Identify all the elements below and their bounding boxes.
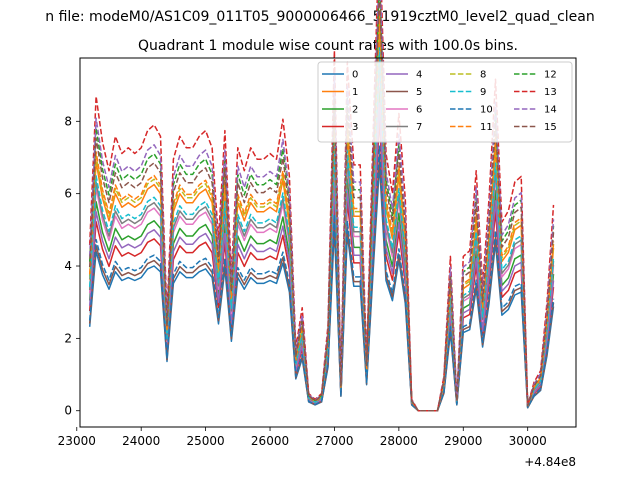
x-tick-label: 28000: [380, 434, 418, 448]
series-line-11: [88, 10, 555, 412]
x-tick-label: 23000: [58, 434, 96, 448]
x-tick-label: 26000: [251, 434, 289, 448]
series-line-10: [88, 145, 555, 412]
x-tick-label: 24000: [122, 434, 160, 448]
legend-label-11: 11: [480, 122, 493, 133]
legend-label-6: 6: [416, 105, 422, 116]
legend-label-8: 8: [480, 70, 486, 81]
legend-label-9: 9: [480, 87, 486, 98]
series-line-15: [88, 0, 555, 412]
chart-title: Quadrant 1 module wise count rates with …: [138, 38, 518, 54]
x-tick-label: 30000: [509, 434, 547, 448]
legend-label-5: 5: [416, 87, 422, 98]
legend-label-15: 15: [544, 122, 557, 133]
legend-label-2: 2: [352, 105, 358, 116]
y-tick-label: 0: [64, 404, 72, 418]
x-tick-label: 29000: [444, 434, 482, 448]
legend-label-10: 10: [480, 105, 493, 116]
plot-area: [88, 0, 555, 412]
legend-label-1: 1: [352, 87, 358, 98]
figure-suptitle: n file: modeM0/AS1C09_011T05_9000006466_…: [45, 9, 594, 25]
y-tick-label: 2: [64, 331, 72, 345]
x-offset-label: +4.84e8: [524, 455, 576, 469]
legend-box: [317, 61, 573, 143]
legend-label-3: 3: [352, 122, 358, 133]
x-axis: 23000 24000 25000 26000 27000 28000 29000 30000: [58, 427, 547, 448]
legend-label-4: 4: [416, 70, 422, 81]
legend-label-12: 12: [544, 70, 557, 81]
y-axis: 0 2 4 6 8: [64, 114, 80, 418]
x-tick-label: 25000: [187, 434, 225, 448]
y-tick-label: 8: [64, 114, 72, 128]
y-tick-label: 6: [64, 187, 72, 201]
x-tick-label: 27000: [315, 434, 353, 448]
y-tick-label: 4: [64, 259, 72, 273]
legend-label-0: 0: [352, 70, 358, 81]
legend-label-14: 14: [544, 105, 557, 116]
legend-label-7: 7: [416, 122, 422, 133]
legend-label-13: 13: [544, 87, 557, 98]
axes-frame: [79, 57, 577, 428]
